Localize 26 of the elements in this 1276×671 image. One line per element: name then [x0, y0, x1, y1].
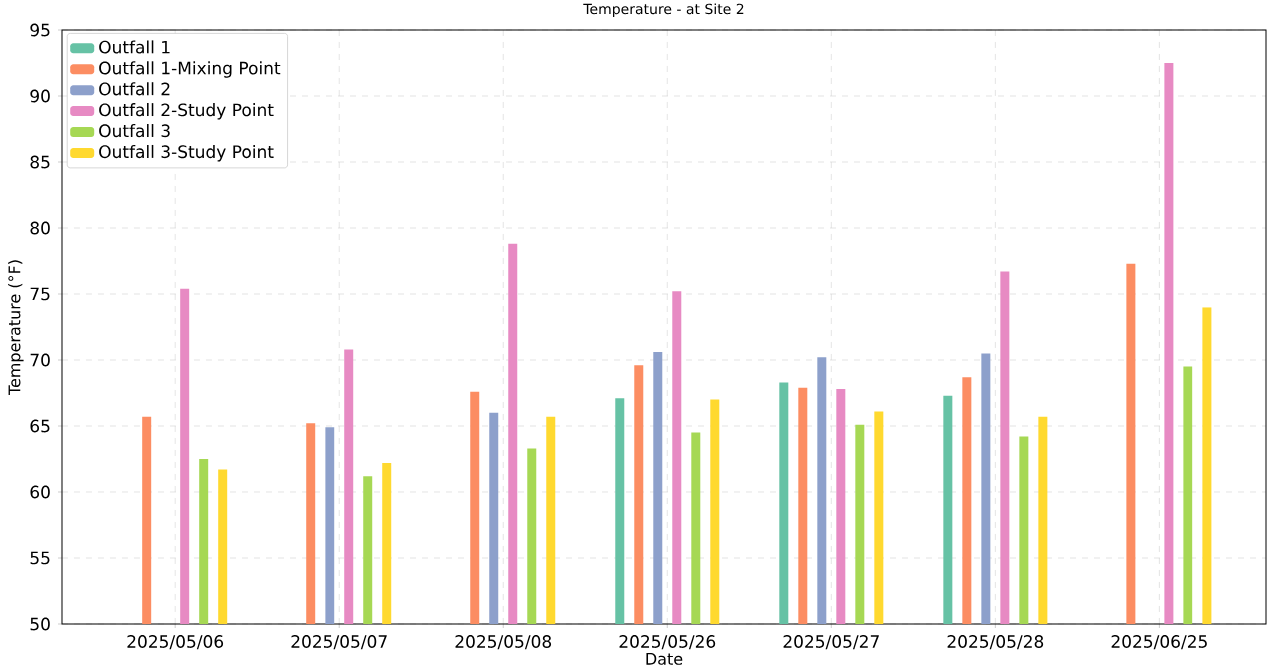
x-tick-label: 2025/05/28: [947, 635, 1044, 650]
y-tick-label: 95: [30, 23, 50, 37]
y-tick-label: 55: [30, 551, 50, 565]
x-tick-label: 2025/05/26: [619, 635, 716, 650]
legend-label: Outfall 2: [99, 82, 170, 96]
y-tick-label: 75: [30, 287, 50, 301]
y-tick-label: 60: [30, 485, 50, 499]
y-tick-label: 85: [30, 155, 50, 169]
x-tick-label: 2025/05/27: [783, 635, 879, 650]
y-tick-label: 80: [30, 221, 50, 235]
legend-label: Outfall 1: [99, 40, 170, 54]
x-tick-label: 2025/06/25: [1111, 635, 1207, 650]
x-tick-label: 2025/05/08: [455, 635, 552, 650]
y-tick-label: 70: [30, 353, 50, 367]
legend-label: Outfall 3-Study Point: [99, 144, 274, 162]
y-tick-label: 65: [30, 419, 50, 433]
legend-label: Outfall 1-Mixing Point: [99, 61, 281, 78]
legend-label: Outfall 2-Study Point: [99, 103, 274, 120]
y-tick-label: 90: [30, 89, 50, 103]
chart-title: Temperature - at Site 2: [583, 3, 744, 17]
legend-label: Outfall 3: [99, 124, 170, 138]
x-tick-label: 2025/05/06: [127, 635, 224, 650]
x-tick-label: 2025/05/07: [291, 635, 387, 650]
y-axis-title: Temperature (°F): [8, 260, 24, 396]
x-axis-title: Date: [646, 652, 683, 665]
y-tick-label: 50: [30, 617, 50, 631]
